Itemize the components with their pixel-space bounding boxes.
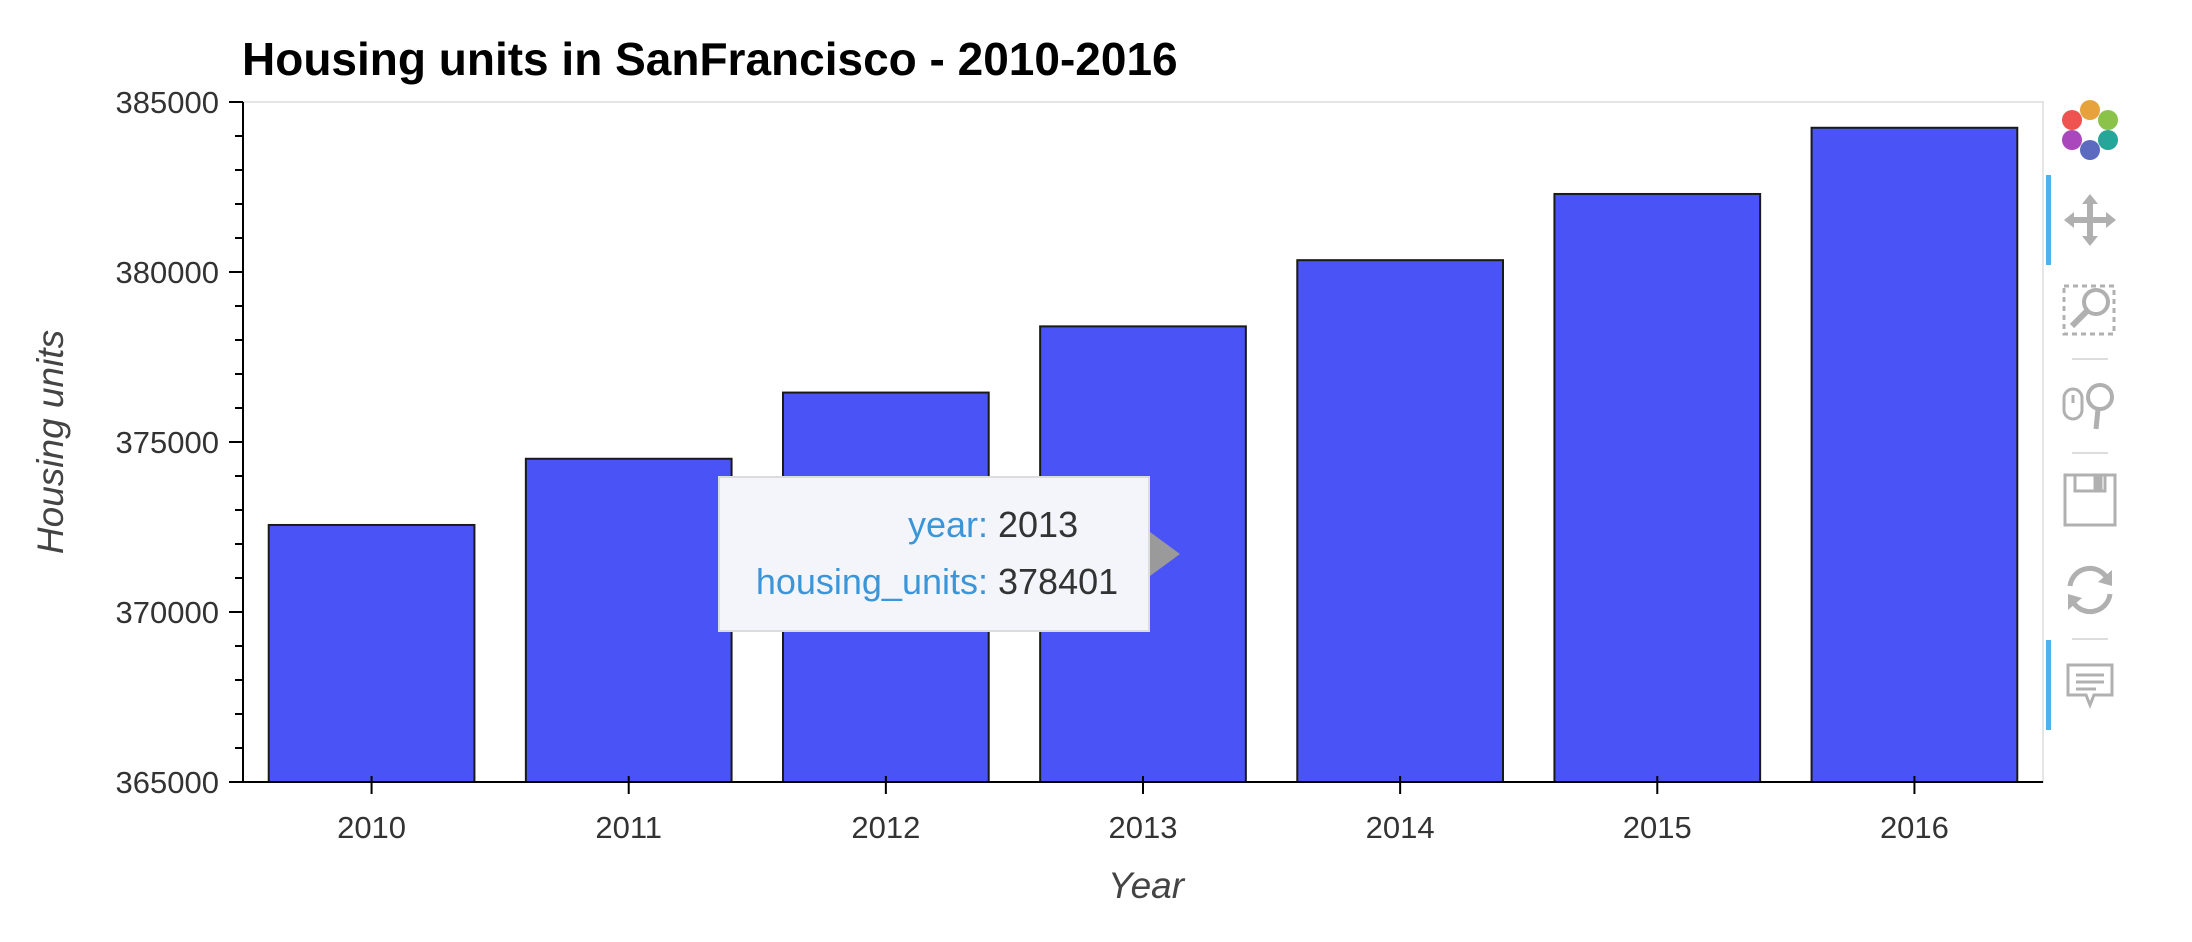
- toolbar-separator: [2072, 358, 2108, 360]
- wheel-zoom-icon[interactable]: [2040, 365, 2140, 445]
- bar-2011[interactable]: [524, 457, 733, 783]
- toolbar-separator: [2072, 638, 2108, 640]
- tooltip-year-key: year:: [907, 504, 988, 545]
- x-tick-label: 2010: [337, 810, 406, 845]
- reset-icon[interactable]: [2040, 550, 2140, 630]
- x-tick-label: 2011: [595, 810, 662, 845]
- tooltip-row-units: housing_units: 378401: [720, 561, 1148, 609]
- bar-2014[interactable]: [1296, 259, 1505, 783]
- x-tick-label: 2013: [1109, 810, 1178, 845]
- save-icon[interactable]: [2040, 460, 2140, 540]
- chart-toolbar: [2040, 90, 2140, 740]
- y-axis-title: Housing units: [30, 330, 71, 554]
- bar-2016[interactable]: [1810, 126, 2019, 784]
- hover-icon[interactable]: [2040, 645, 2140, 725]
- x-tick-label: 2014: [1366, 810, 1435, 845]
- tooltip-units-value: 378401: [998, 561, 1119, 602]
- x-axis: 2010 2011 2012 2013 2014 2015 2016: [243, 776, 2043, 845]
- x-tick-label: 2015: [1623, 810, 1692, 845]
- chart-title: Housing units in SanFrancisco - 2010-201…: [242, 33, 1178, 85]
- box-zoom-icon[interactable]: [2040, 270, 2140, 350]
- y-tick-label: 365000: [116, 765, 219, 800]
- x-axis-title: Year: [1108, 865, 1186, 906]
- x-tick-label: 2016: [1880, 810, 1949, 845]
- tooltip-arrow: [1150, 532, 1180, 576]
- y-tick-label: 380000: [116, 255, 219, 290]
- y-tick-label: 375000: [116, 425, 219, 460]
- y-tick-label: 385000: [116, 85, 219, 120]
- hover-tooltip: year: 2013 housing_units: 378401: [718, 476, 1150, 632]
- pan-icon[interactable]: [2040, 180, 2140, 260]
- y-tick-label: 370000: [116, 595, 219, 630]
- x-tick-label: 2012: [851, 810, 920, 845]
- tooltip-units-key: housing_units:: [755, 561, 988, 602]
- pan-active-indicator: [2046, 175, 2051, 265]
- toolbar-separator: [2072, 452, 2108, 454]
- bar-2010[interactable]: [267, 523, 476, 784]
- y-axis: 365000 370000 375000 380000 385000: [116, 85, 244, 800]
- bars-group: [267, 126, 2019, 784]
- hover-active-indicator: [2046, 640, 2051, 730]
- bokeh-logo-icon[interactable]: [2040, 90, 2140, 170]
- tooltip-year-value: 2013: [998, 504, 1079, 545]
- tooltip-row-year: year: 2013: [720, 504, 1148, 552]
- bar-2015[interactable]: [1553, 192, 1762, 784]
